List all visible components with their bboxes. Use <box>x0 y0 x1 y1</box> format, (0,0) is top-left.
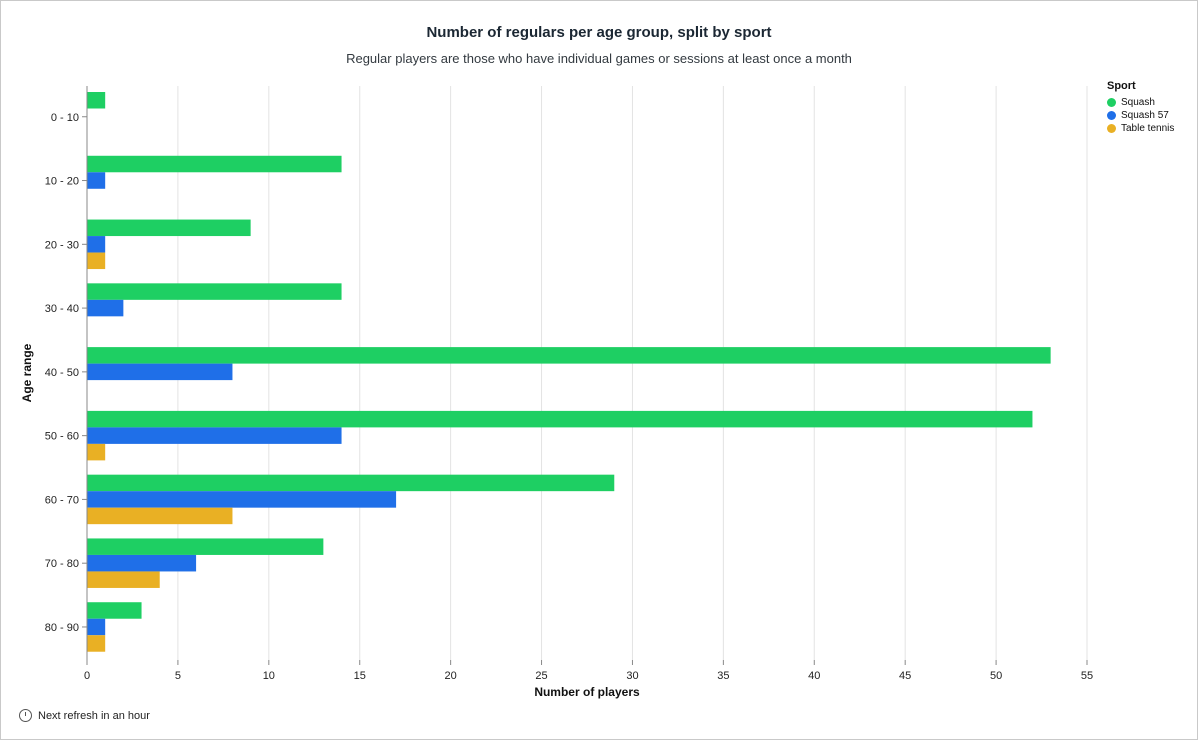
bar-squash-0-10 <box>87 92 106 109</box>
bar-table-tennis-70-80 <box>87 571 160 588</box>
y-tick-label-70-80: 70 - 80 <box>45 558 79 570</box>
legend-label-squash: Squash <box>1121 97 1155 108</box>
refresh-status: Next refresh in an hour <box>19 709 150 722</box>
y-tick-label-30-40: 30 - 40 <box>45 303 79 315</box>
bar-squash-30-40 <box>87 283 342 300</box>
bar-squash-60-70 <box>87 474 615 492</box>
x-tick-label-55: 55 <box>1081 670 1093 682</box>
x-tick-label-5: 5 <box>175 670 181 682</box>
y-tick-label-60-70: 60 - 70 <box>45 494 79 506</box>
x-tick-label-30: 30 <box>626 670 638 682</box>
x-tick-label-50: 50 <box>990 670 1002 682</box>
legend-label-table-tennis: Table tennis <box>1121 123 1175 134</box>
bar-table-tennis-50-60 <box>87 443 106 461</box>
x-axis-title: Number of players <box>534 685 640 699</box>
bar-squash-70-80 <box>87 538 324 555</box>
x-tick-label-10: 10 <box>263 670 275 682</box>
y-tick-label-50-60: 50 - 60 <box>45 431 79 443</box>
bar-squash-57-80-90 <box>87 618 106 636</box>
x-tick-label-20: 20 <box>445 670 457 682</box>
legend-swatch-squash-57 <box>1107 111 1116 120</box>
bar-squash-20-30 <box>87 219 251 237</box>
legend[interactable]: Sport Squash Squash 57 Table tennis <box>1107 80 1174 135</box>
bar-squash-50-60 <box>87 410 1033 428</box>
legend-label-squash-57: Squash 57 <box>1121 110 1169 121</box>
bar-squash-57-30-40 <box>87 299 124 317</box>
legend-swatch-squash <box>1107 98 1116 107</box>
legend-item-table-tennis[interactable]: Table tennis <box>1107 122 1174 135</box>
bar-squash-57-70-80 <box>87 554 197 572</box>
bar-squash-57-10-20 <box>87 172 106 189</box>
y-tick-label-10-20: 10 - 20 <box>45 176 79 188</box>
bar-squash-10-20 <box>87 155 342 173</box>
y-axis-title: Age range <box>20 343 34 402</box>
chart-subtitle: Regular players are those who have indiv… <box>346 51 852 66</box>
chart-title: Number of regulars per age group, split … <box>426 24 772 41</box>
bar-squash-57-50-60 <box>87 427 342 444</box>
x-tick-label-45: 45 <box>899 670 911 682</box>
legend-title: Sport <box>1107 80 1136 92</box>
legend-item-squash-57[interactable]: Squash 57 <box>1107 109 1174 122</box>
x-tick-label-25: 25 <box>535 670 547 682</box>
bar-squash-80-90 <box>87 602 142 619</box>
bar-table-tennis-60-70 <box>87 507 233 525</box>
y-tick-label-20-30: 20 - 30 <box>45 239 79 251</box>
bar-squash-57-60-70 <box>87 491 397 508</box>
bar-squash-40-50 <box>87 347 1051 364</box>
x-tick-label-15: 15 <box>354 670 366 682</box>
legend-item-squash[interactable]: Squash <box>1107 96 1174 109</box>
bar-squash-57-20-30 <box>87 236 106 253</box>
bar-squash-57-40-50 <box>87 363 233 381</box>
x-tick-label-40: 40 <box>808 670 820 682</box>
y-tick-label-40-50: 40 - 50 <box>45 367 79 379</box>
bar-table-tennis-80-90 <box>87 635 106 652</box>
bar-table-tennis-20-30 <box>87 252 106 270</box>
refresh-text: Next refresh in an hour <box>38 709 150 722</box>
x-tick-label-35: 35 <box>717 670 729 682</box>
clock-icon <box>19 709 32 722</box>
y-tick-label-80-90: 80 - 90 <box>45 622 79 634</box>
x-tick-label-0: 0 <box>84 670 90 682</box>
y-tick-label-0-10: 0 - 10 <box>51 112 79 124</box>
legend-swatch-table-tennis <box>1107 124 1116 133</box>
